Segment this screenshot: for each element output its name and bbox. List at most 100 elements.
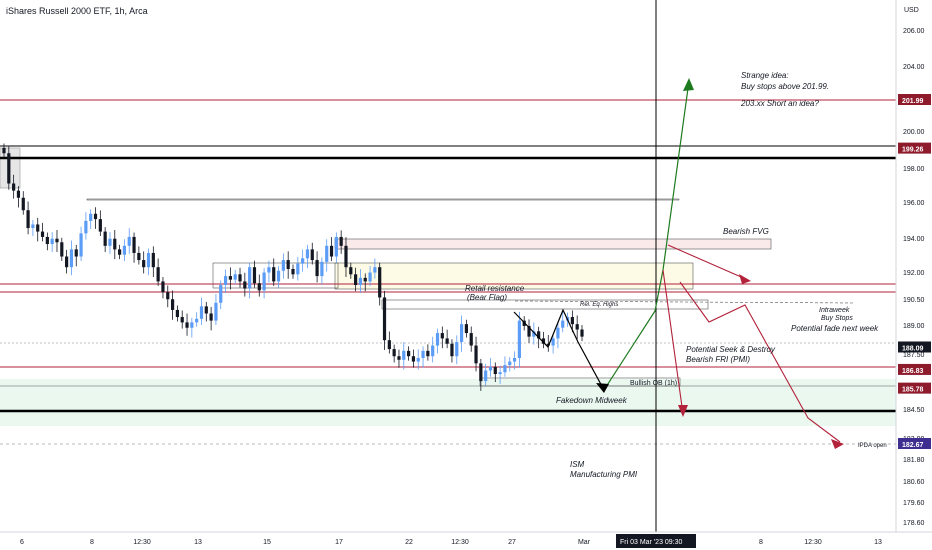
price-tick-label: 181.80: [903, 457, 925, 464]
note-buy-stops: Buy stops above 201.99.: [741, 82, 829, 91]
price-axis[interactable]: USD 206.00 204.00 200.00 198.00 196.00 194.00…: [895, 0, 931, 532]
candle-body: [387, 340, 391, 350]
candle-body: [21, 197, 25, 211]
candle-body: [484, 370, 488, 382]
candle-body: [45, 236, 49, 245]
candle-body: [204, 306, 208, 314]
candle-body: [142, 260, 146, 268]
price-ticks: 206.00 204.00 200.00 198.00 196.00 194.00 192.…: [903, 28, 925, 527]
price-tick-label: 206.00: [903, 28, 925, 35]
note-strange-idea: Strange idea:: [741, 71, 789, 80]
time-label: 6: [20, 539, 24, 546]
candle-body: [402, 350, 406, 360]
note-bearish-fvg: Bearish FVG: [723, 227, 769, 236]
time-label: 12:30: [451, 539, 469, 546]
price-tick-label: 194.00: [903, 236, 925, 243]
price-axis-currency: USD: [904, 7, 919, 14]
candle-body: [69, 249, 74, 268]
bearish-fvg-zone: [334, 238, 772, 250]
candle-body: [435, 333, 440, 346]
note-bullish-ob: Bullish OB (1h): [630, 380, 677, 387]
candle-body: [60, 242, 64, 257]
red-path-3: [679, 281, 841, 443]
retail-resistance-zone: [334, 262, 694, 290]
candle-body: [40, 231, 45, 237]
candle-body: [301, 258, 305, 264]
candle-body: [561, 320, 565, 328]
price-tick-label: 179.60: [903, 500, 925, 507]
note-intraweek: Intraweek: [819, 307, 850, 314]
candle-body: [349, 267, 353, 275]
candle-body: [378, 267, 382, 298]
price-badge-label: 199.26: [902, 147, 924, 154]
time-label: 8: [759, 539, 763, 546]
candle-body: [55, 238, 59, 243]
candle-body: [276, 270, 281, 282]
time-axis[interactable]: 6 8 12:30 13 15 17 22 12:30 27 Mar 8 12:30 13 Fri 03…: [0, 531, 932, 548]
candle-body: [93, 213, 98, 220]
candle-body: [113, 238, 117, 250]
candle-body: [262, 272, 266, 291]
candle-body: [570, 317, 574, 325]
candle-body: [36, 224, 40, 232]
candle-body: [65, 256, 69, 268]
price-tick-label: 190.50: [903, 297, 925, 304]
price-badge-label: 188.09: [902, 345, 924, 352]
candle-body: [512, 358, 517, 362]
candle-body: [368, 272, 372, 282]
candle-body: [310, 249, 314, 261]
crosshair-time-label: Fri 03 Mar '23 09:30: [620, 539, 683, 546]
note-ism: ISM: [570, 460, 585, 469]
candle-body: [459, 324, 464, 342]
candle-body: [392, 349, 396, 357]
time-label: 12:30: [133, 539, 151, 546]
levels: [0, 99, 896, 445]
note-ism-pmi: Manufacturing PMI: [570, 470, 638, 479]
note-ipda-open: IPDA open: [858, 443, 887, 449]
candle-body: [291, 268, 295, 275]
candle-body: [12, 183, 16, 191]
candle-body: [161, 281, 165, 293]
note-bear-flag: (Bear Flag): [467, 293, 507, 302]
candle-body: [551, 338, 555, 346]
candle-body: [488, 366, 493, 371]
candle-body: [363, 277, 367, 282]
red-path-1: [662, 269, 684, 415]
candle-body: [575, 324, 579, 330]
candle-body: [267, 267, 271, 273]
price-tick-label: 196.00: [903, 200, 925, 207]
candle-body: [411, 356, 416, 362]
price-badge: [898, 438, 931, 449]
candle-body: [445, 338, 449, 344]
candle-body: [546, 343, 550, 346]
candles: [2, 143, 584, 391]
candle-body: [214, 302, 218, 321]
candle-body: [281, 260, 285, 271]
candle-body: [199, 306, 204, 319]
candle-body: [431, 345, 435, 357]
price-tick-label: 178.60: [903, 520, 925, 527]
note-retail-resistance: Retail resistance: [465, 284, 525, 293]
note-rel-eq-highs: Rel. Eq. Highs: [580, 302, 618, 308]
candle-body: [146, 252, 151, 268]
price-badge: [898, 142, 931, 154]
candle-body: [556, 327, 560, 339]
time-label: 8: [90, 539, 94, 546]
candle-body: [74, 249, 78, 257]
candle-body: [185, 322, 189, 328]
candle-body: [228, 276, 232, 280]
time-label: 12:30: [804, 539, 822, 546]
price-tick-label: 192.00: [903, 270, 925, 277]
candle-body: [195, 318, 199, 323]
candle-body: [248, 267, 252, 289]
candle-body: [223, 276, 228, 285]
time-label: 13: [194, 539, 202, 546]
candle-body: [493, 366, 497, 375]
eq-highs-dashed: [514, 300, 856, 304]
candle-body: [373, 267, 377, 273]
forecast-paths: [513, 78, 844, 449]
red-path-2: [667, 244, 749, 281]
candle-body: [503, 365, 507, 373]
candle-body: [156, 267, 160, 282]
